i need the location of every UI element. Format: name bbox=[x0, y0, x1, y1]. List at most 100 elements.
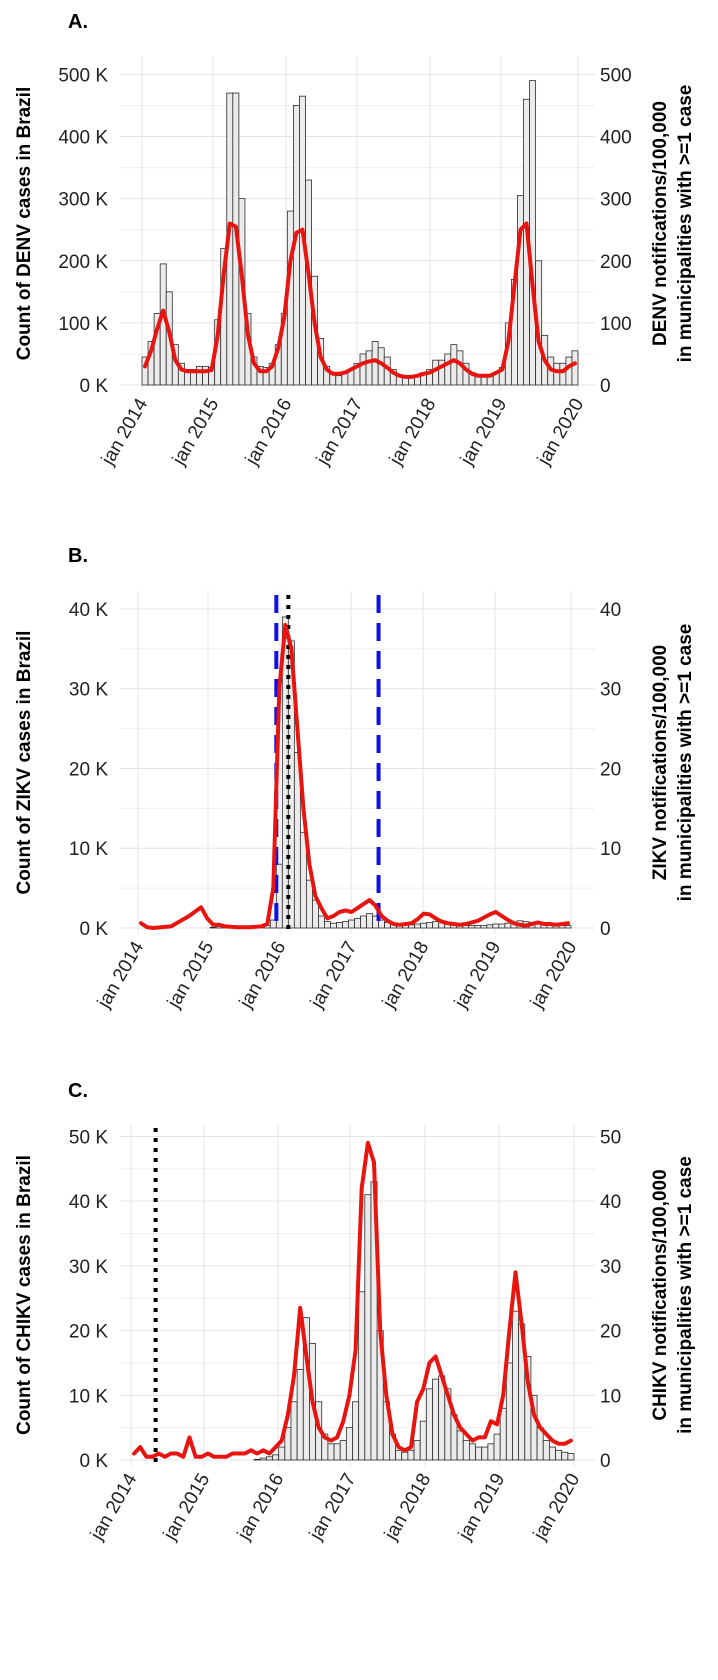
bar bbox=[335, 375, 343, 386]
bar bbox=[318, 915, 325, 929]
bar bbox=[425, 1388, 433, 1461]
y-tick-label-right: 0 bbox=[600, 376, 611, 397]
rate-line bbox=[132, 1140, 573, 1459]
bar bbox=[354, 918, 361, 929]
bar bbox=[345, 1427, 353, 1461]
y-tick-label-left: 400 K bbox=[58, 128, 108, 149]
y-tick-label-left: 30 K bbox=[69, 680, 108, 701]
y-tick-label-right: 40 bbox=[600, 1192, 621, 1213]
x-tick-label: jan 2015 bbox=[168, 395, 223, 470]
x-tick-label: jan 2019 bbox=[454, 1470, 509, 1545]
bar bbox=[529, 80, 537, 386]
x-tick-label: jan 2015 bbox=[163, 938, 218, 1013]
bar bbox=[432, 1378, 440, 1461]
y-tick-label-left: 0 K bbox=[79, 1451, 108, 1472]
x-tick-label: jan 2017 bbox=[305, 1470, 360, 1545]
bar bbox=[290, 1401, 298, 1461]
panel-2: B. 0 K 10 K 20 K 30 K 40 K 0 10 20 30 40 jan 2014 ja… bbox=[14, 545, 696, 1013]
y-tick-label-left: 20 K bbox=[69, 759, 108, 780]
bar bbox=[284, 1427, 292, 1461]
y-tick-label-right: 10 bbox=[600, 1386, 621, 1407]
bar bbox=[269, 919, 277, 929]
bar bbox=[336, 922, 343, 929]
bar bbox=[278, 1446, 286, 1461]
bar bbox=[426, 922, 434, 929]
y-tick-label-right: 20 bbox=[600, 759, 621, 780]
rate-line bbox=[139, 622, 570, 930]
x-tick-label: jan 2017 bbox=[312, 395, 367, 470]
y-tick-label-right: 20 bbox=[600, 1322, 621, 1343]
bar bbox=[324, 921, 331, 929]
y-tick-label-right: 30 bbox=[600, 680, 621, 701]
bar bbox=[559, 362, 567, 386]
bar bbox=[414, 923, 422, 929]
bar bbox=[413, 1440, 421, 1461]
bar bbox=[475, 1446, 483, 1461]
x-tick-label: jan 2014 bbox=[93, 938, 148, 1013]
y-axis-title-right: in municipalities with >=1 case bbox=[675, 624, 696, 902]
y-axis-title-right: in municipalities with >=1 case bbox=[675, 1156, 696, 1434]
y-axis-title-right: CHIKV notifications/100,000 bbox=[650, 1169, 671, 1420]
bar bbox=[492, 923, 500, 929]
bar bbox=[359, 353, 367, 386]
panel-3: C. 0 K 10 K 20 K 30 K 40 K 50 K 0 10 20 30 40 50 jan … bbox=[14, 1080, 696, 1545]
y-tick-label-right: 30 bbox=[600, 1257, 621, 1278]
bar bbox=[253, 1458, 261, 1461]
x-tick-label: jan 2018 bbox=[385, 395, 440, 470]
bar bbox=[504, 922, 512, 929]
bar bbox=[348, 919, 355, 929]
y-tick-label-right: 40 bbox=[600, 600, 621, 621]
y-tick-label-left: 50 K bbox=[69, 1127, 108, 1148]
bar bbox=[352, 1401, 360, 1461]
y-tick-label-right: 400 bbox=[600, 128, 632, 149]
bar bbox=[567, 1453, 575, 1461]
bar bbox=[548, 1446, 556, 1461]
bar bbox=[296, 1369, 304, 1461]
bar bbox=[565, 356, 573, 386]
bar bbox=[450, 344, 458, 386]
rate-line bbox=[143, 221, 577, 379]
x-tick-label: jan 2017 bbox=[306, 938, 361, 1013]
bar bbox=[259, 1457, 267, 1461]
bar bbox=[561, 1451, 569, 1461]
y-tick-label-left: 100 K bbox=[58, 314, 108, 335]
bar bbox=[499, 1407, 507, 1461]
y-tick-label-left: 200 K bbox=[58, 252, 108, 273]
bar bbox=[480, 925, 488, 929]
bar bbox=[517, 195, 524, 386]
bar bbox=[555, 1449, 563, 1461]
y-tick-label-left: 0 K bbox=[79, 919, 108, 940]
bar bbox=[542, 1440, 550, 1461]
bar bbox=[420, 922, 428, 929]
bar bbox=[272, 1454, 280, 1461]
bar bbox=[456, 1430, 464, 1461]
x-tick-label: jan 2020 bbox=[533, 395, 588, 470]
y-tick-label-right: 0 bbox=[600, 919, 611, 940]
bar bbox=[493, 1433, 501, 1461]
x-tick-label: jan 2016 bbox=[235, 938, 290, 1013]
bar bbox=[468, 925, 476, 929]
bar bbox=[365, 350, 373, 386]
bar bbox=[299, 831, 307, 929]
y-axis-title-right: DENV notifications/100,000 bbox=[650, 101, 671, 346]
bar bbox=[498, 923, 506, 929]
y-tick-label-right: 0 bbox=[600, 1451, 611, 1472]
bar bbox=[487, 1443, 495, 1461]
bar bbox=[474, 925, 482, 929]
y-tick-label-left: 20 K bbox=[69, 1322, 108, 1343]
y-tick-label-left: 10 K bbox=[69, 1386, 108, 1407]
x-tick-label: jan 2020 bbox=[529, 1470, 584, 1545]
bar bbox=[432, 921, 440, 929]
y-tick-label-right: 200 bbox=[600, 252, 632, 273]
y-axis-title-right: ZIKV notifications/100,000 bbox=[650, 645, 671, 880]
bar bbox=[378, 919, 385, 929]
bar bbox=[333, 1443, 341, 1461]
bar bbox=[505, 1362, 513, 1461]
bar bbox=[327, 1443, 335, 1461]
bar bbox=[196, 365, 203, 386]
bar bbox=[265, 1456, 273, 1461]
y-tick-label-left: 40 K bbox=[69, 600, 108, 621]
x-tick-label: jan 2018 bbox=[378, 938, 433, 1013]
panel-label: A. bbox=[68, 11, 88, 33]
